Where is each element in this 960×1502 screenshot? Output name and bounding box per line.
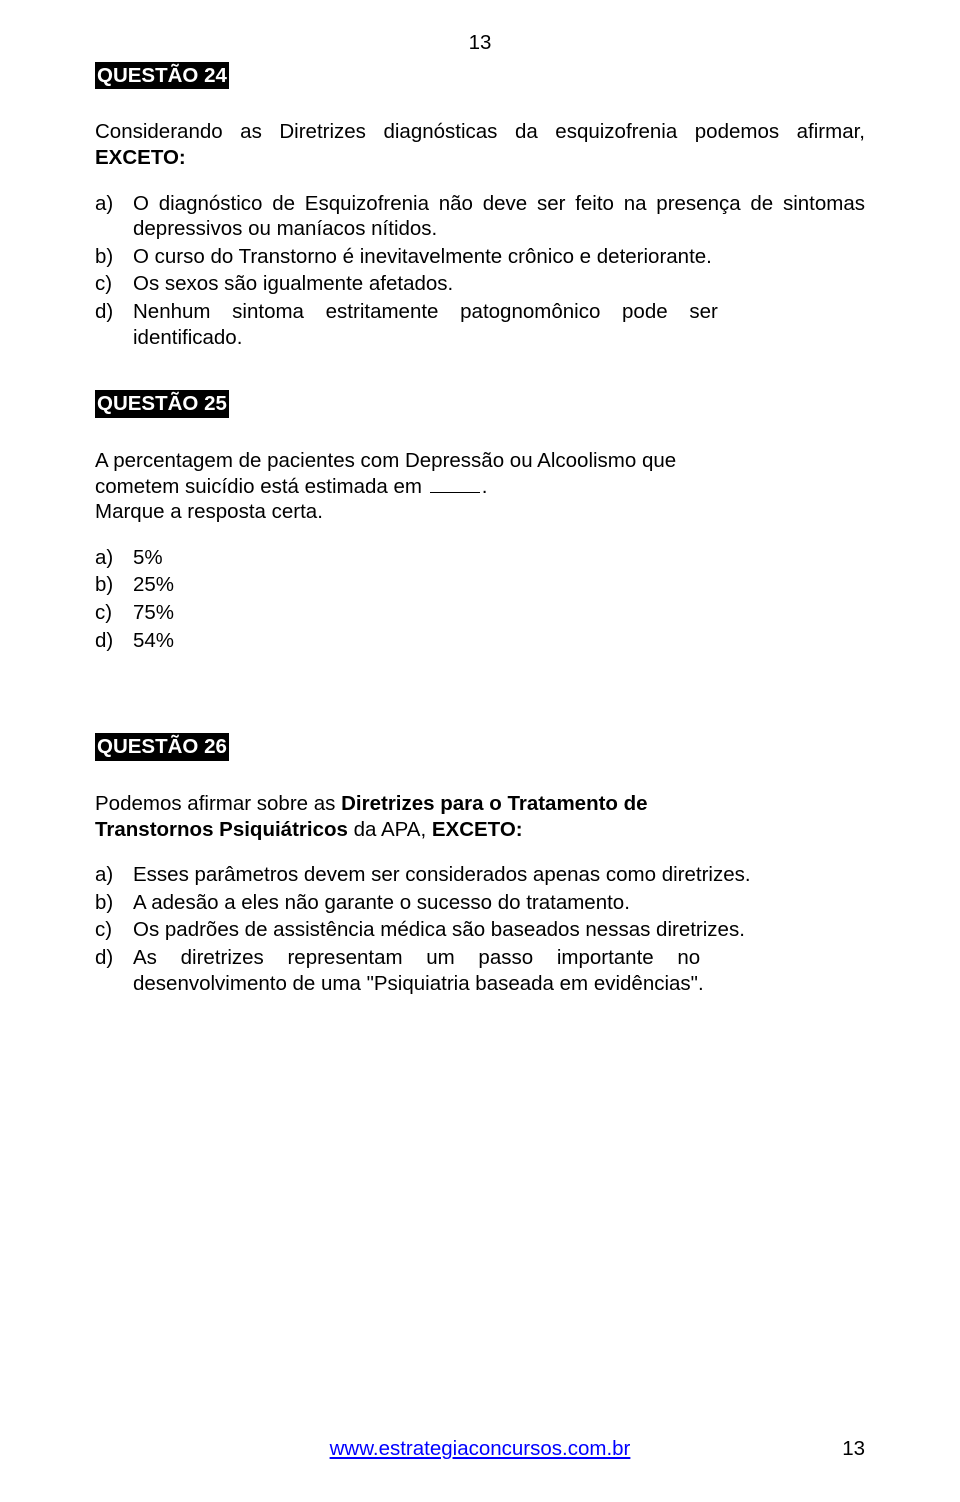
option-label: b) [95,572,133,598]
option-text-line1: As diretrizes representam um passo impor… [133,946,700,969]
option-text: As diretrizes representam um passo impor… [133,945,865,996]
footer-link[interactable]: www.estrategiaconcursos.com.br [0,1436,960,1462]
q24-header: QUESTÃO 24 [95,62,229,90]
q26-stem-bold3: EXCETO: [432,818,523,841]
option-text: 25% [133,572,865,598]
q26-stem-plain2: da APA, [348,818,432,841]
q25-stem-line1: A percentagem de pacientes com Depressão… [95,449,676,472]
q26-option-b: b) A adesão a eles não garante o sucesso… [95,890,865,916]
q26-option-d: d) As diretrizes representam um passo im… [95,945,865,996]
q26-options: a) Esses parâmetros devem ser considerad… [95,862,865,996]
page-number-bottom: 13 [842,1436,865,1462]
q25-header: QUESTÃO 25 [95,390,229,418]
q25-option-d: d) 54% [95,628,865,654]
option-text: O curso do Transtorno é inevitavelmente … [133,244,865,270]
option-label: c) [95,271,133,297]
option-text-line2: identificado. [133,326,242,349]
q24-option-d: d) Nenhum sintoma estritamente patognomô… [95,299,865,350]
option-label: b) [95,244,133,270]
q24-option-a: a) O diagnóstico de Esquizofrenia não de… [95,191,865,242]
q25-option-c: c) 75% [95,600,865,626]
q24-option-c: c) Os sexos são igualmente afetados. [95,271,865,297]
option-text: Nenhum sintoma estritamente patognomônic… [133,299,865,350]
page: 13 QUESTÃO 24 Considerando as Diretrizes… [0,0,960,1502]
q26-stem-plain1: Podemos afirmar sobre as [95,792,341,815]
option-text: O diagnóstico de Esquizofrenia não deve … [133,191,865,242]
option-text-line1: Nenhum sintoma estritamente patognomônic… [133,300,718,323]
option-text: Esses parâmetros devem ser considerados … [133,862,865,888]
option-label: a) [95,545,133,571]
option-label: d) [95,628,133,654]
option-text-line2: desenvolvimento de uma "Psiquiatria base… [133,972,704,995]
q25-stem: A percentagem de pacientes com Depressão… [95,448,865,525]
q25-option-b: b) 25% [95,572,865,598]
q24-options: a) O diagnóstico de Esquizofrenia não de… [95,191,865,351]
q25-stem-line2-after: . [482,475,488,498]
q26-header: QUESTÃO 26 [95,733,229,761]
q25-option-a: a) 5% [95,545,865,571]
q25-stem-line3: Marque a resposta certa. [95,500,323,523]
q24-option-b: b) O curso do Transtorno é inevitavelmen… [95,244,865,270]
q26-option-c: c) Os padrões de assistência médica são … [95,917,865,943]
q24-stem-exceto: EXCETO: [95,146,186,169]
option-text: A adesão a eles não garante o sucesso do… [133,890,865,916]
q25-options: a) 5% b) 25% c) 75% d) 54% [95,545,865,654]
option-label: b) [95,890,133,916]
option-text: Os padrões de assistência médica são bas… [133,917,865,943]
q26-stem: Podemos afirmar sobre as Diretrizes para… [95,791,865,842]
option-label: a) [95,862,133,888]
q24-stem: Considerando as Diretrizes diagnósticas … [95,119,865,170]
blank-line [430,492,480,493]
option-label: a) [95,191,133,242]
q24-stem-text: Considerando as Diretrizes diagnósticas … [95,120,865,143]
q26-option-a: a) Esses parâmetros devem ser considerad… [95,862,865,888]
option-text: 54% [133,628,865,654]
option-text: 5% [133,545,865,571]
option-label: c) [95,917,133,943]
q26-stem-bold1: Diretrizes para o Tratamento de [341,792,647,815]
option-label: d) [95,299,133,350]
option-label: c) [95,600,133,626]
option-label: d) [95,945,133,996]
q25-stem-line2-before: cometem suicídio está estimada em [95,475,428,498]
option-text: 75% [133,600,865,626]
page-number-top: 13 [95,30,865,56]
q26-stem-bold2: Transtornos Psiquiátricos [95,818,348,841]
option-text: Os sexos são igualmente afetados. [133,271,865,297]
